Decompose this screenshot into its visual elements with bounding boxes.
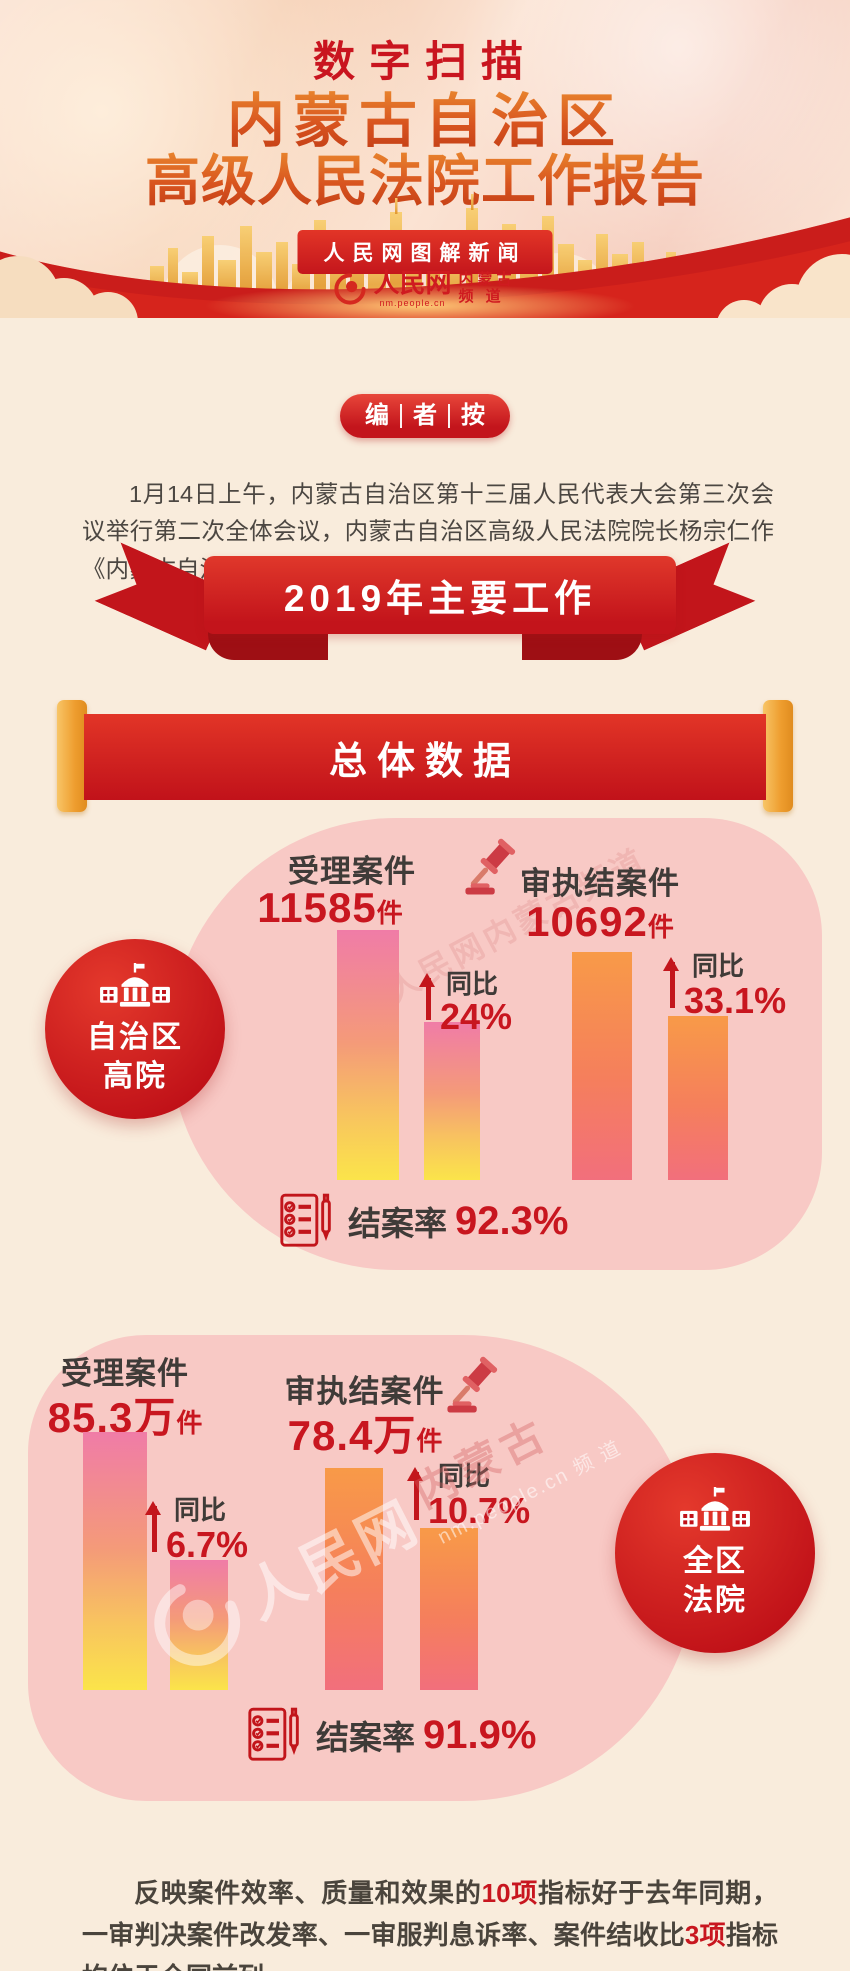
checklist-pen-icon xyxy=(244,1702,304,1768)
up-arrow-icon xyxy=(407,1467,423,1520)
people-net-swirl-icon xyxy=(334,273,366,305)
metric-label-concluded-cases: 审执结案件 xyxy=(520,866,680,901)
up-arrow-icon xyxy=(663,957,679,1008)
up-arrow-icon xyxy=(419,973,435,1020)
metric-unit: 件 xyxy=(176,1408,203,1438)
metric-number: 78.4万 xyxy=(287,1412,417,1459)
closing-rate-row: 结案率 92.3% xyxy=(276,1188,568,1254)
summary-highlight: 10项 xyxy=(481,1878,539,1908)
metric-unit: 件 xyxy=(416,1426,443,1456)
bar-concluded-prior xyxy=(420,1528,478,1690)
summary-paragraph: 反映案件效率、质量和效果的10项指标好于去年同期，一审判决案件改发率、一审服判息… xyxy=(82,1872,778,1971)
yoy-value: 33.1% xyxy=(684,980,787,1021)
yoy-value: 6.7% xyxy=(166,1524,249,1565)
metric-unit: 件 xyxy=(376,898,403,928)
cloud-right xyxy=(717,254,850,318)
entity-circle-region-courts: 全区 法院 xyxy=(615,1453,815,1653)
metric-value-accepted-cases: 85.3万件 xyxy=(5,1384,245,1445)
metric-number: 10692 xyxy=(526,898,648,945)
people-net-infographic-badge: 人民网图解新闻 xyxy=(297,230,553,274)
metric-value-accepted-cases: 11585件 xyxy=(200,884,460,932)
cloud-left xyxy=(0,256,138,318)
summary-highlight: 3项 xyxy=(684,1920,726,1951)
closing-rate-value: 91.9% xyxy=(423,1712,537,1757)
kicker-title: 数字扫描 xyxy=(312,38,537,85)
bar-accepted-2019 xyxy=(337,930,399,1180)
yoy-label: 同比 xyxy=(692,951,745,981)
entity-name-line: 法院 xyxy=(683,1584,747,1617)
summary-text: 指标均位于全国前列。 xyxy=(82,1920,778,1971)
metric-label-accepted-cases: 受理案件 xyxy=(61,1356,189,1391)
metric-value-concluded-cases: 10692件 xyxy=(470,898,730,946)
main-banner-title: 2019年主要工作 xyxy=(204,556,676,634)
header: 数字扫描 内蒙古自治区 高级人民法院工作报告 xyxy=(0,0,850,318)
bar-accepted-prior xyxy=(424,1022,480,1180)
editor-note-char: 者 xyxy=(400,404,448,428)
entity-circle-high-court: 自治区 高院 xyxy=(45,939,225,1119)
people-net-logo: 人民网 nm.people.cn 内蒙古 频 道 xyxy=(0,271,850,308)
checklist-pen-icon xyxy=(276,1188,336,1254)
banner-post-left xyxy=(57,700,87,812)
bar-concluded-prior xyxy=(668,1016,728,1180)
metric-number: 11585 xyxy=(257,884,377,931)
page-title-line1: 内蒙古自治区 xyxy=(0,74,850,158)
metric-unit: 件 xyxy=(647,912,674,942)
courthouse-icon xyxy=(96,963,174,1017)
summary-text: 反映案件效率、质量和效果的 xyxy=(134,1878,482,1908)
closing-rate-label: 结案率 xyxy=(348,1205,447,1242)
editor-note-char: 编 xyxy=(365,402,389,429)
logo-channel-text: 频 道 xyxy=(458,288,505,306)
up-arrow-icon xyxy=(145,1501,161,1552)
bar-concluded-2019 xyxy=(325,1468,383,1690)
metric-label-accepted-cases: 受理案件 xyxy=(288,854,416,889)
entity-name-line: 全区 xyxy=(683,1545,747,1578)
courthouse-icon xyxy=(676,1487,754,1541)
header-skyline-ribbon-art xyxy=(0,194,850,318)
bar-accepted-2019 xyxy=(83,1432,147,1690)
yoy-value: 10.7% xyxy=(428,1490,531,1531)
entity-name-line: 自治区 xyxy=(87,1021,183,1054)
closing-rate-value: 92.3% xyxy=(455,1198,569,1243)
yoy-value: 24% xyxy=(440,996,513,1037)
banner-post-right xyxy=(763,700,793,812)
red-ribbon-wave xyxy=(0,217,850,318)
sub-banner: 总体数据 xyxy=(0,700,850,815)
editor-note-badge: 编 者 按 xyxy=(340,394,510,438)
editor-note-char: 按 xyxy=(448,404,496,428)
summary-text: 指标好于去年同期，一审判决案件改发率、一审服判息诉率、案件结收比 xyxy=(82,1878,778,1951)
logo-region-text: 内蒙古 xyxy=(458,271,516,288)
yoy-label: 同比 xyxy=(174,1495,227,1525)
closing-rate-label: 结案率 xyxy=(316,1719,415,1756)
logo-brand-text: 人民网 xyxy=(373,269,452,299)
bar-concluded-2019 xyxy=(572,952,632,1180)
yoy-label: 同比 xyxy=(446,969,499,999)
logo-url-text: nm.people.cn xyxy=(379,298,446,308)
main-banner: 2019年主要工作 xyxy=(0,552,850,702)
metric-label-concluded-cases: 审执结案件 xyxy=(284,1374,445,1409)
page-title-line2: 高级人民法院工作报告 xyxy=(0,136,850,216)
metric-value-concluded-cases: 78.4万件 xyxy=(245,1402,485,1463)
sub-banner-title: 总体数据 xyxy=(84,714,766,800)
entity-name-line: 高院 xyxy=(103,1060,167,1093)
closing-rate-row: 结案率 91.9% xyxy=(244,1702,536,1768)
yoy-label: 同比 xyxy=(438,1461,491,1491)
